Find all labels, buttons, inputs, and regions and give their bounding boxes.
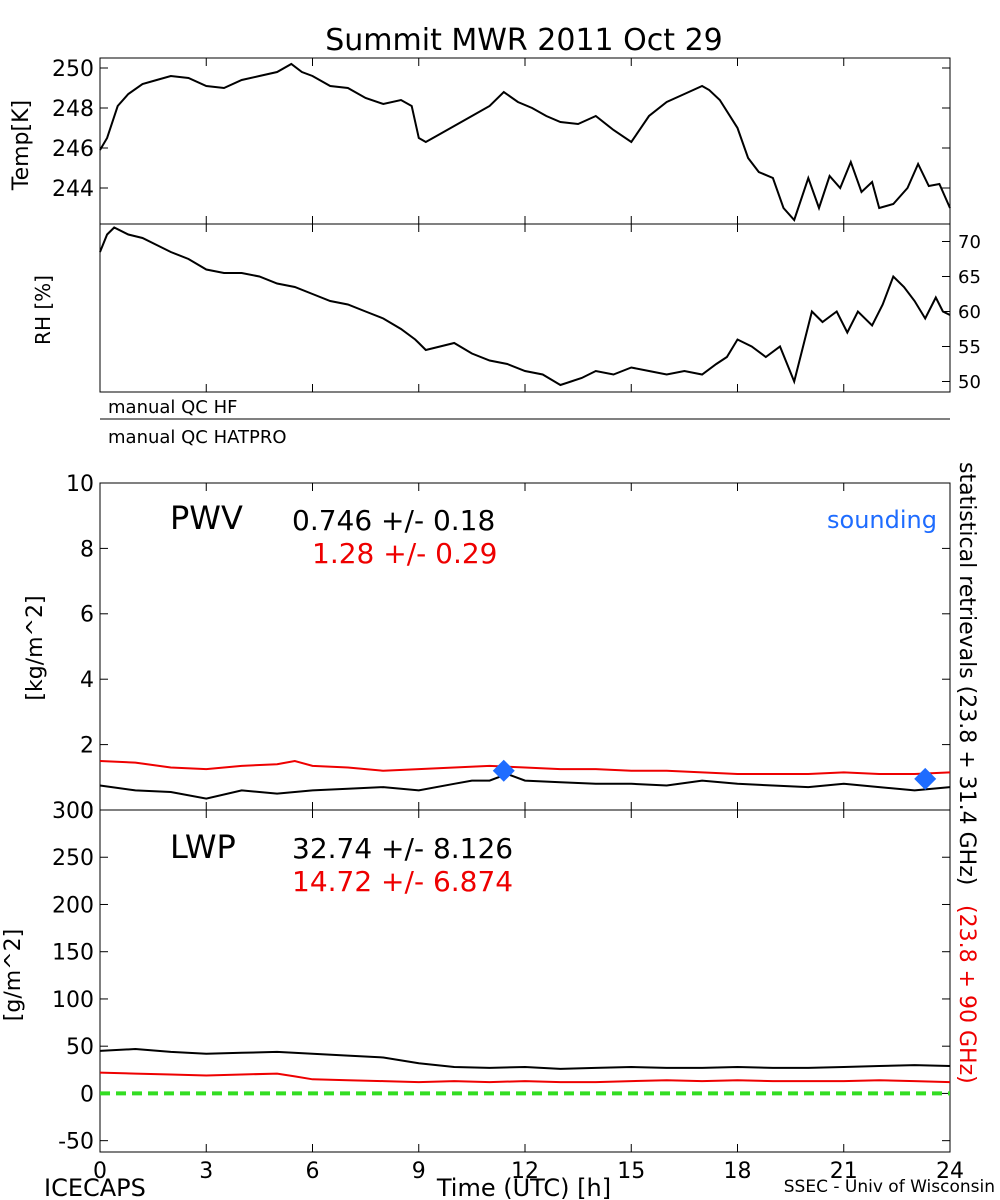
y-tick-label: 6 — [80, 603, 94, 628]
y-tick-label: 50 — [958, 372, 981, 393]
footer-right: SSEC - Univ of Wisconsin — [784, 1177, 995, 1197]
series-line — [99, 62, 951, 222]
y-tick-label: 2 — [80, 734, 94, 759]
qc-hf-label: manual QC HF — [108, 397, 237, 418]
panel-rh: 70 65 60 55 50 RH [%] — [31, 223, 981, 393]
panel-annotation: 32.74 +/- 8.126 — [292, 832, 513, 865]
panel-annotation: 14.72 +/- 6.874 — [292, 865, 513, 898]
sounding-marker — [492, 759, 515, 782]
y-tick-label: 0 — [80, 799, 94, 824]
y-tick-label: 250 — [52, 57, 94, 82]
x-tick-label: 3 — [199, 1159, 213, 1184]
x-tick-label: 6 — [306, 1159, 320, 1184]
series-line — [99, 1071, 951, 1084]
y-tick-label: 150 — [52, 941, 94, 966]
series-line — [99, 226, 951, 387]
y-axis-label: Temp[K] — [9, 100, 34, 191]
chart-title: Summit MWR 2011 Oct 29 — [325, 23, 723, 58]
y-tick-label: 300 — [52, 799, 94, 824]
panel-annotation: PWV — [170, 499, 243, 537]
panel-annotation: 0.746 +/- 0.18 — [292, 504, 495, 537]
right-label-black: statistical retrievals (23.8 + 31.4 GHz) — [954, 462, 979, 885]
footer-left: ICECAPS — [44, 1174, 146, 1200]
y-tick-label: 50 — [66, 1035, 94, 1060]
x-tick-label: 21 — [830, 1159, 858, 1184]
sounding-marker — [914, 767, 937, 790]
y-tick-label: 100 — [52, 988, 94, 1013]
x-tick-label: 18 — [724, 1159, 752, 1184]
plot-frame — [99, 223, 951, 393]
y-tick-label: 55 — [958, 337, 981, 358]
y-tick-label: -50 — [58, 1130, 94, 1155]
y-tick-label: 0 — [80, 1082, 94, 1107]
series-line — [99, 759, 951, 775]
series-line — [99, 772, 951, 800]
panel-pwv: 0 2 4 6 8 10 [kg/m^2] PWV 0.746 +/- 0.181.28 +/-… — [23, 472, 951, 824]
y-tick-label: 70 — [958, 232, 981, 253]
y-tick-label: 10 — [66, 472, 94, 497]
x-tick-label: 9 — [412, 1159, 426, 1184]
y-axis-label: RH [%] — [31, 275, 55, 345]
panel-temperature: 250 248 246 244 Temp[K] — [9, 57, 951, 225]
y-tick-label: 4 — [80, 668, 94, 693]
qc-hatpro-label: manual QC HATPRO — [108, 427, 287, 448]
series-line — [99, 1047, 951, 1070]
y-tick-label: 200 — [52, 893, 94, 918]
y-tick-label: 60 — [958, 302, 981, 323]
x-tick-label: 15 — [617, 1159, 645, 1184]
x-tick-label: 12 — [511, 1159, 539, 1184]
y-axis-label: [g/m^2] — [1, 929, 26, 1021]
x-tick-label: 24 — [936, 1159, 964, 1184]
panel-annotation: LWP — [170, 828, 236, 866]
panel-annotation: 1.28 +/- 0.29 — [312, 537, 498, 570]
y-tick-label: 244 — [52, 177, 94, 202]
y-tick-label: 246 — [52, 137, 94, 162]
panel-annotation: sounding — [827, 506, 937, 534]
y-tick-label: 8 — [80, 537, 94, 562]
x-tick-label: 0 — [93, 1159, 107, 1184]
right-label-red: (23.8 + 90 GHz) — [954, 905, 979, 1084]
x-axis-title: Time (UTC) [h] — [436, 1174, 611, 1200]
y-tick-label: 65 — [958, 267, 981, 288]
y-axis-label: [kg/m^2] — [23, 595, 48, 700]
y-tick-label: 250 — [52, 846, 94, 871]
y-tick-label: 248 — [52, 97, 94, 122]
